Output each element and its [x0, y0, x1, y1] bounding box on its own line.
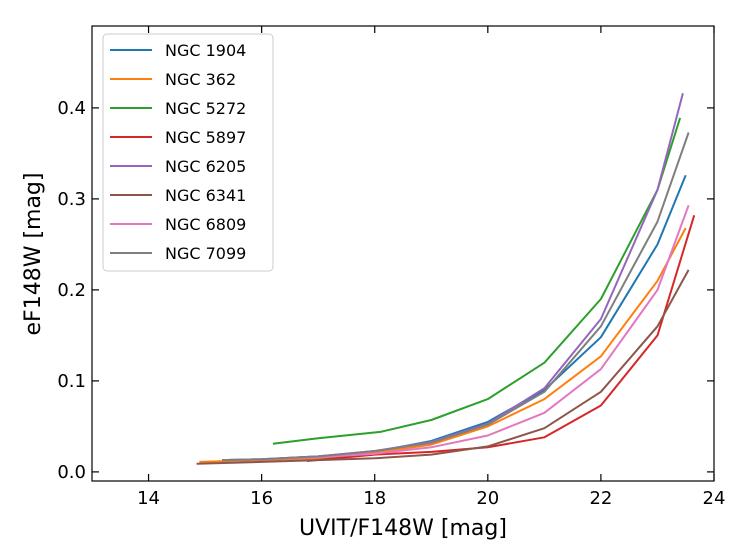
- legend-label: NGC 6205: [165, 157, 246, 176]
- plot-frame: [91, 25, 715, 482]
- legend-label: NGC 6341: [165, 186, 246, 205]
- x-tick-label: 20: [476, 488, 499, 509]
- legend-label: NGC 7099: [165, 244, 246, 263]
- x-tick-label: 22: [589, 488, 612, 509]
- y-tick-label: 0.1: [57, 371, 86, 392]
- legend-box: [102, 33, 274, 272]
- x-axis-label: UVIT/F148W [mag]: [299, 516, 507, 541]
- series-line-ngc-1904: [222, 174, 687, 462]
- legend-items: NGC 1904 NGC 362 NGC 5272 NGC 5897 NGC 6205 N…: [110, 41, 246, 263]
- legend-label: NGC 5897: [165, 128, 246, 147]
- x-axis-ticks: 14 16 18 20 22 24: [137, 26, 725, 509]
- x-tick-label: 16: [250, 488, 273, 509]
- y-tick-label: 0.2: [57, 280, 86, 301]
- plot-lines: [196, 93, 696, 465]
- x-tick-label: 18: [363, 488, 386, 509]
- y-tick-label: 0.3: [57, 189, 86, 210]
- series-line-ngc-5897: [306, 215, 696, 462]
- y-axis-label: eF148W [mag]: [21, 173, 46, 336]
- legend-label: NGC 1904: [165, 41, 246, 60]
- series-line-ngc-5272: [272, 117, 682, 445]
- x-tick-label: 14: [137, 488, 160, 509]
- series-line-ngc-7099: [222, 132, 690, 462]
- legend-label: NGC 362: [165, 70, 236, 89]
- y-axis-ticks: 0.0 0.1 0.2 0.3 0.4: [57, 98, 714, 483]
- x-tick-label: 24: [703, 488, 726, 509]
- y-tick-label: 0.4: [57, 98, 86, 119]
- y-tick-label: 0.0: [57, 462, 86, 483]
- legend-label: NGC 5272: [165, 99, 246, 118]
- legend-label: NGC 6809: [165, 215, 246, 234]
- series-line-ngc-6205: [222, 93, 684, 462]
- series-line-ngc-6341: [196, 269, 690, 465]
- legend: NGC 1904 NGC 362 NGC 5272 NGC 5897 NGC 6205 N…: [102, 33, 274, 272]
